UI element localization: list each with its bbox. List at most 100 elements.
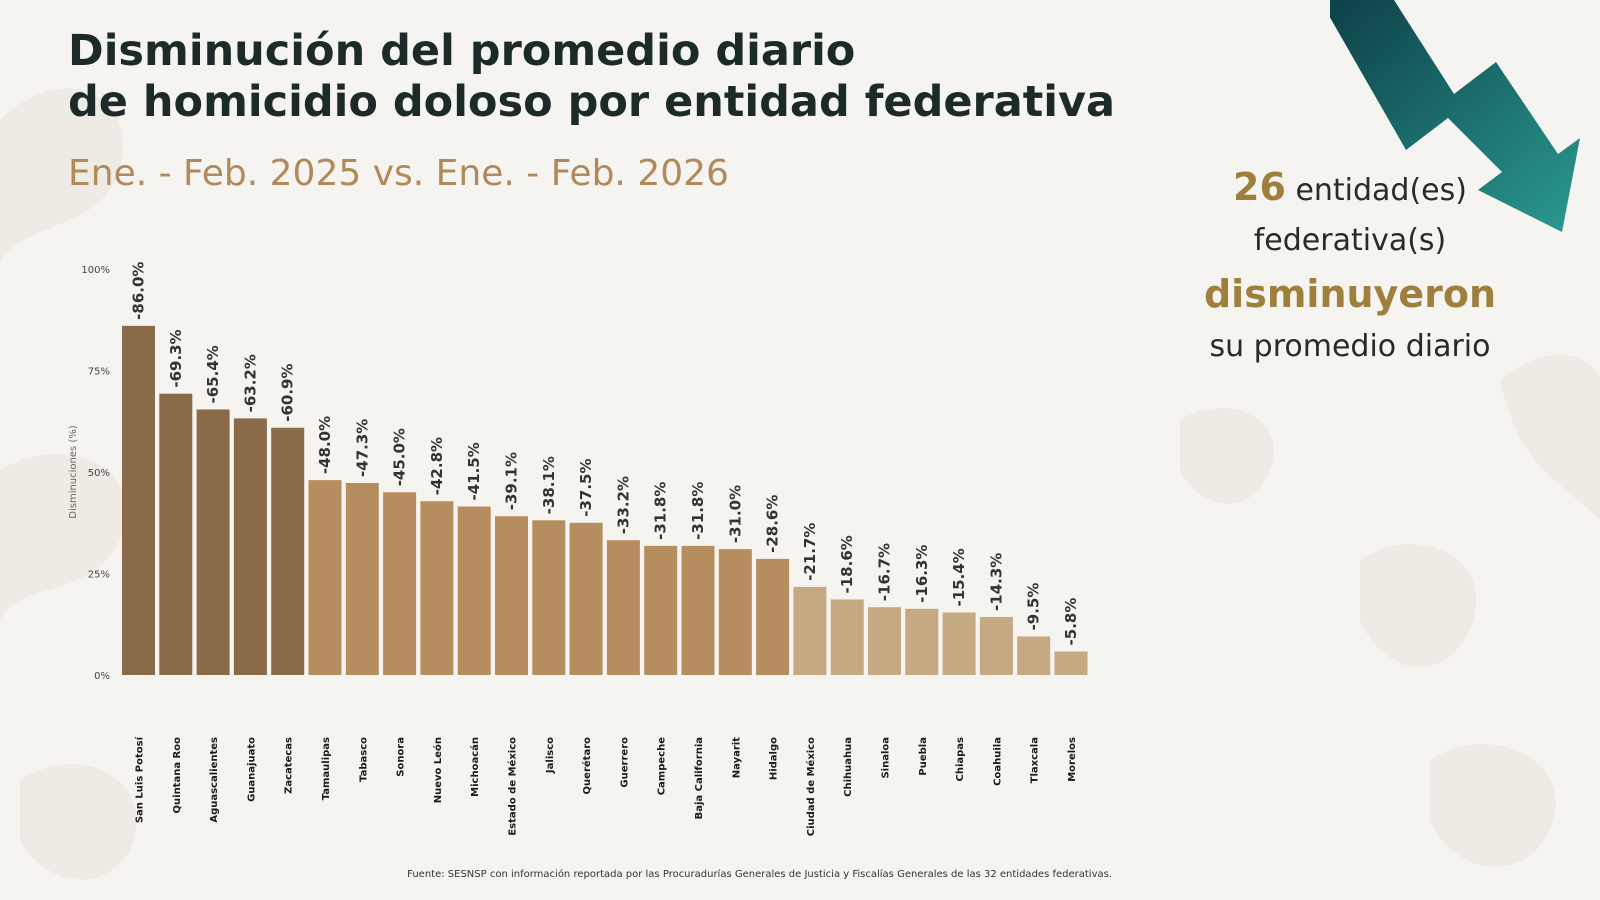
data-label: -28.6% xyxy=(764,495,782,553)
data-label: -16.7% xyxy=(876,543,894,601)
data-label: -31.8% xyxy=(652,482,670,540)
category-label: Chihuahua xyxy=(843,737,854,797)
data-label: -60.9% xyxy=(279,363,297,421)
category-label: Tabasco xyxy=(358,737,369,782)
bar xyxy=(905,608,939,675)
bar xyxy=(383,492,417,675)
bar xyxy=(196,409,230,675)
category-label: Aguascalientes xyxy=(209,737,220,823)
category-label: San Luis Potosí xyxy=(134,736,146,823)
category-label: Tamaulipas xyxy=(321,737,332,800)
category-label: Jalisco xyxy=(545,737,556,774)
data-label: -48.0% xyxy=(316,416,334,474)
data-label: -86.0% xyxy=(130,262,148,320)
bar xyxy=(233,418,267,675)
y-tick-label: 0% xyxy=(94,671,110,682)
data-label: -41.5% xyxy=(465,442,483,500)
bar xyxy=(420,501,454,675)
data-label: -47.3% xyxy=(353,419,371,477)
category-label: Nuevo León xyxy=(432,737,444,803)
callout-text-1: entidad(es) xyxy=(1295,173,1467,208)
title-line-1: Disminución del promedio diario xyxy=(68,26,856,76)
data-label: -31.8% xyxy=(689,482,707,540)
category-label: Quintana Roo xyxy=(172,737,183,814)
data-label: -21.7% xyxy=(801,523,819,581)
summary-callout: 26 entidad(es) federativa(s) disminuyero… xyxy=(1130,162,1570,372)
bar-chart: 0% 25% 50% 75% 100% Disminuciones (%) -86.0% Sa… xyxy=(68,262,1088,836)
bar xyxy=(271,427,305,675)
data-label: -5.8% xyxy=(1062,598,1080,646)
category-label: Morelos xyxy=(1067,737,1078,782)
callout-line-1: 26 entidad(es) xyxy=(1130,162,1570,216)
category-label: Estado de México xyxy=(507,737,519,836)
category-label: Tlaxcala xyxy=(1030,737,1041,783)
bar xyxy=(308,480,342,675)
bar xyxy=(1054,651,1088,675)
category-label: Baja California xyxy=(694,737,705,819)
bar xyxy=(532,520,566,675)
down-arrow-icon xyxy=(1330,0,1580,232)
y-tick-label: 25% xyxy=(88,570,110,581)
bar xyxy=(830,599,864,675)
bar xyxy=(681,545,715,675)
category-label: Campeche xyxy=(657,737,668,795)
page-subtitle: Ene. - Feb. 2025 vs. Ene. - Feb. 2026 xyxy=(68,153,729,194)
data-label: -16.3% xyxy=(913,545,931,603)
category-label: Guanajuato xyxy=(246,737,257,802)
bar xyxy=(644,545,678,675)
y-tick-label: 75% xyxy=(88,367,110,378)
bar xyxy=(756,558,790,675)
data-label: -31.0% xyxy=(726,485,744,543)
category-label: Nayarit xyxy=(731,737,742,778)
category-label: Sonora xyxy=(396,737,407,777)
data-label: -38.1% xyxy=(540,456,558,514)
category-label: Guerrero xyxy=(619,737,630,788)
bar xyxy=(457,506,491,675)
data-label: -33.2% xyxy=(614,476,632,534)
category-label: Ciudad de México xyxy=(805,737,817,836)
data-label: -42.8% xyxy=(428,437,446,495)
bar xyxy=(793,586,827,675)
category-label: Coahuila xyxy=(992,737,1003,786)
bar xyxy=(942,612,976,675)
data-label: -63.2% xyxy=(241,354,259,412)
data-label: -39.1% xyxy=(503,452,521,510)
bar xyxy=(122,325,155,675)
bar xyxy=(569,522,603,675)
data-label: -69.3% xyxy=(167,329,185,387)
bar xyxy=(495,516,528,675)
bar xyxy=(159,393,193,675)
bar xyxy=(1017,636,1051,675)
y-axis-title: Disminuciones (%) xyxy=(68,425,79,519)
bar xyxy=(979,616,1013,675)
callout-count: 26 xyxy=(1233,165,1286,209)
category-label: Puebla xyxy=(918,737,929,776)
bar xyxy=(345,482,379,675)
category-label: Zacatecas xyxy=(284,737,295,794)
arrow-shape xyxy=(1330,0,1580,232)
category-label: Chiapas xyxy=(955,737,966,782)
data-label: -65.4% xyxy=(204,345,222,403)
category-label: Michoacán xyxy=(469,737,481,797)
data-label: -18.6% xyxy=(838,535,856,593)
callout-text-2: federativa(s) xyxy=(1253,223,1447,258)
y-tick-label: 100% xyxy=(81,265,110,276)
y-tick-label: 50% xyxy=(88,468,110,479)
bar xyxy=(606,540,640,675)
category-label: Sinaloa xyxy=(881,737,892,779)
bar xyxy=(718,549,752,675)
title-line-2: de homicidio doloso por entidad federati… xyxy=(68,77,1116,127)
data-label: -45.0% xyxy=(391,428,409,486)
callout-text-3: su promedio diario xyxy=(1209,329,1491,364)
source-footnote: Fuente: SESNSP con información reportada… xyxy=(407,869,1112,880)
data-label: -37.5% xyxy=(577,458,595,516)
category-label: Hidalgo xyxy=(769,737,780,780)
data-label: -15.4% xyxy=(950,548,968,606)
page-title: Disminución del promedio diario de homic… xyxy=(68,26,1115,128)
data-label: -14.3% xyxy=(987,553,1005,611)
bar xyxy=(868,607,901,675)
data-label: -9.5% xyxy=(1025,583,1043,631)
category-label: Querétaro xyxy=(581,737,593,795)
callout-highlight: disminuyeron xyxy=(1203,272,1496,316)
